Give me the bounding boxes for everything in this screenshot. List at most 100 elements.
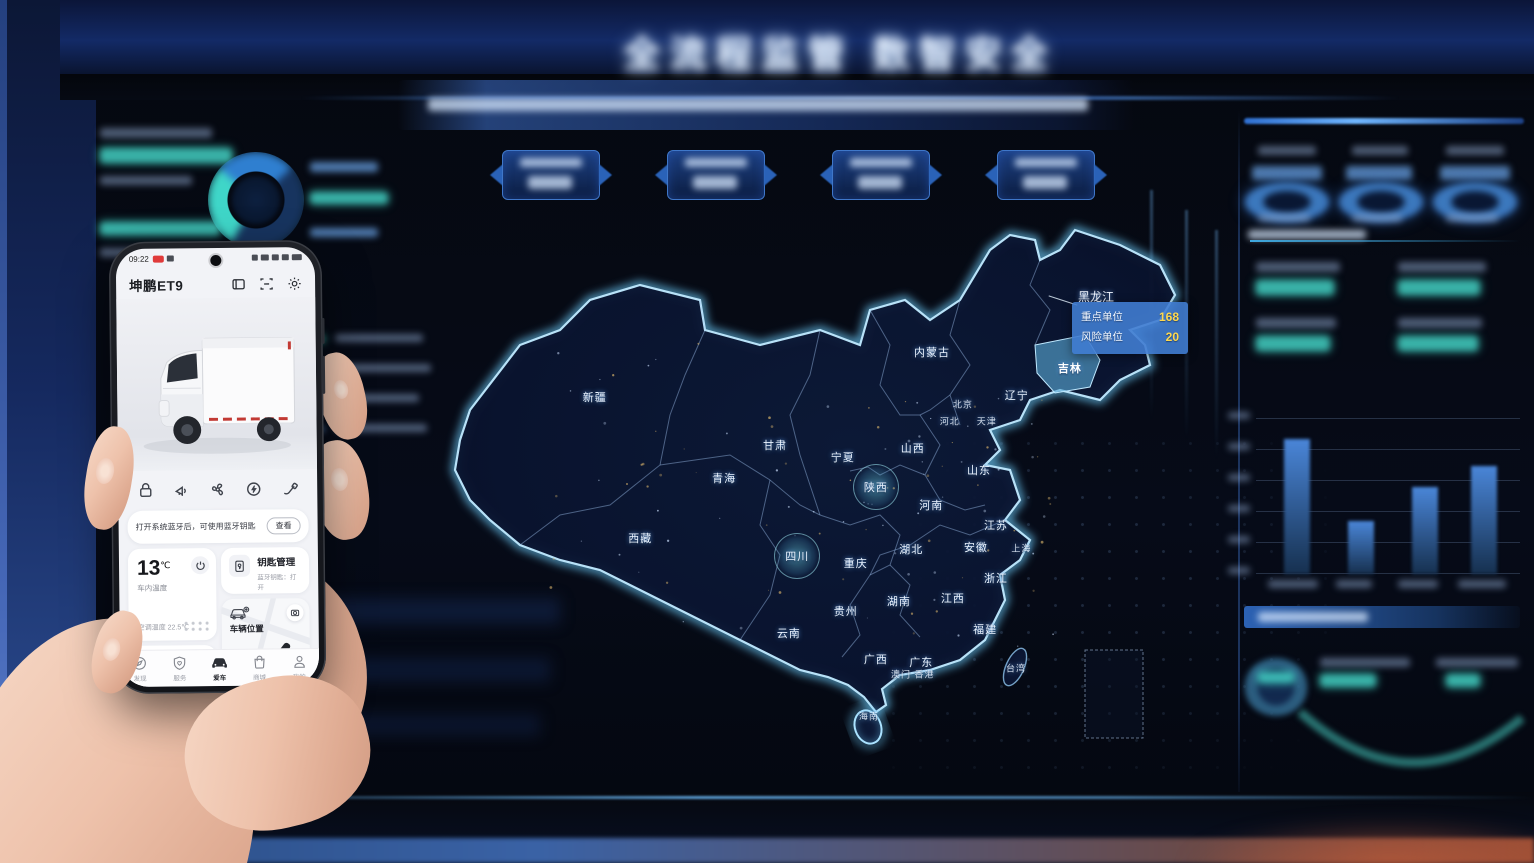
sentry-camera-button[interactable]	[286, 604, 304, 622]
left-panel-ring-core	[232, 176, 280, 224]
car-location-icon	[229, 605, 301, 620]
arc-chart	[1290, 700, 1530, 790]
settings-gear-icon[interactable]	[287, 276, 302, 291]
horn-icon[interactable]	[173, 481, 190, 498]
seat-dots-indicator	[182, 620, 209, 633]
province-label: 广东	[909, 657, 934, 669]
province-labels: 新疆 西藏 青海 甘肃 宁夏 内蒙古 陕西 山西 北京 河北 天津 辽宁 吉林 山东 河南 江苏 安徽 上海 浙江湖…	[430, 215, 1200, 815]
bar	[1471, 466, 1497, 574]
footer-stat-label-blur	[1320, 658, 1410, 667]
stat-label-blur	[1398, 262, 1486, 272]
map-outline	[450, 225, 1180, 749]
footer-stat-label-blur	[1436, 658, 1518, 667]
province-label: 天津	[976, 416, 997, 427]
tab-service[interactable]: 服务	[160, 650, 200, 686]
left-panel-stat-blur	[310, 192, 388, 204]
province-label: 上海	[1011, 543, 1032, 554]
province-label: 宁夏	[830, 451, 855, 464]
province-label: 重庆	[843, 558, 868, 570]
window-control-icon[interactable]	[231, 276, 246, 291]
province-label: 北京	[952, 399, 973, 410]
left-panel-text-blur	[100, 176, 192, 185]
dashboard-title: 全流程监管 数智安全	[623, 34, 1057, 75]
province-label: 江苏	[983, 520, 1008, 533]
province-label: 新疆	[582, 391, 607, 404]
section-title-blur	[1248, 230, 1366, 239]
province-label: 四川	[785, 550, 810, 563]
banner-view-button[interactable]: 查看	[266, 517, 301, 535]
lock-icon[interactable]	[138, 481, 155, 498]
province-label: 辽宁	[1004, 390, 1029, 402]
bottom-glow-line	[150, 796, 1534, 799]
stat-label-blur	[1398, 318, 1482, 328]
kpi-chip	[655, 148, 777, 202]
vehicle-location-card[interactable]: 车辆位置	[221, 598, 311, 685]
tab-my-car[interactable]: 爱车	[200, 650, 240, 686]
province-label: 青海	[712, 472, 737, 485]
donut-label-blur	[1258, 214, 1310, 222]
donut-label-blur	[1446, 214, 1498, 222]
app-title: 坤鹏ET9	[129, 278, 184, 294]
x-tick-blur	[1268, 580, 1318, 588]
tab-profile[interactable]: 我的	[279, 649, 319, 685]
ac-temp-setting: 空调温度 22.5℃	[137, 624, 190, 632]
list-text-blur	[335, 394, 419, 402]
alarm-icon	[251, 254, 258, 261]
climate-card[interactable]: 13℃ 车内温度 空调温度 22.5℃	[127, 548, 217, 641]
stat-value-blur	[1256, 280, 1334, 295]
smartphone: 09:22 坤鹏ET9	[108, 239, 327, 695]
province-label: 陕西	[863, 481, 888, 494]
province-highlight-circle	[852, 463, 899, 510]
quick-actions-row	[118, 473, 317, 505]
province-label: 甘肃	[762, 439, 787, 452]
donut-caption-blur	[1352, 146, 1408, 155]
kpi-chip	[985, 148, 1107, 202]
x-tick-blur	[1398, 580, 1438, 588]
list-text-blur	[335, 424, 427, 432]
climate-power-button[interactable]	[190, 556, 210, 575]
wall-highlight	[0, 0, 7, 863]
badge-value-blur	[1258, 672, 1294, 683]
province-label: 江西	[940, 592, 965, 605]
province-label: 广西	[863, 654, 888, 666]
remote-view-icon[interactable]	[259, 276, 274, 291]
kpi-chip	[490, 148, 612, 202]
province-label: 湖南	[886, 595, 911, 608]
map-tooltip: 重点单位 168 风险单位 20	[1072, 302, 1188, 354]
key-management-card[interactable]: 钥匙管理 蓝牙钥匙：打开	[220, 547, 310, 594]
cabin-temp-label: 车内温度	[137, 583, 168, 593]
province-label: 海南	[858, 711, 879, 722]
donut-value-blur	[1346, 166, 1412, 180]
signal-icon	[271, 254, 279, 261]
china-map: 新疆 西藏 青海 甘肃 宁夏 内蒙古 陕西 山西 北京 河北 天津 辽宁 吉林 山东 河南 江苏 安徽 上海 浙江湖…	[430, 215, 1200, 815]
stat-label-blur	[1256, 262, 1340, 272]
shopping-bag-icon	[254, 655, 265, 669]
charging-cable-icon[interactable]	[281, 480, 298, 497]
volume-button[interactable]	[321, 317, 325, 344]
province-label: 澳门 香港	[891, 669, 935, 680]
left-panel-text-blur	[100, 128, 212, 138]
province-label: 湖北	[899, 544, 924, 557]
phone-screen: 09:22 坤鹏ET9	[115, 246, 320, 688]
y-tick-blur	[1228, 412, 1250, 419]
dashboard-subheader-bar	[398, 80, 1134, 130]
province-label: 内蒙古	[914, 346, 951, 359]
right-panel-section-bar	[1244, 606, 1520, 628]
banner-text: 打开系统蓝牙后，可使用蓝牙钥匙	[135, 521, 256, 532]
tooltip-row: 重点单位 168	[1081, 310, 1179, 324]
bar	[1412, 487, 1438, 574]
person-icon	[293, 655, 305, 668]
fan-icon[interactable]	[209, 480, 226, 497]
tab-store[interactable]: 商城	[239, 649, 279, 685]
province-label: 贵州	[833, 606, 858, 618]
kpi-chip	[820, 148, 942, 202]
key-card-subtitle: 蓝牙钥匙：打开	[257, 574, 297, 592]
south-sea-inset	[1084, 649, 1144, 739]
charge-icon[interactable]	[245, 480, 262, 497]
left-panel-text-blur	[310, 162, 378, 172]
donut-label-blur	[1352, 214, 1402, 222]
y-tick-blur	[1228, 474, 1250, 481]
power-button[interactable]	[321, 355, 326, 394]
list-text-blur	[335, 364, 431, 372]
